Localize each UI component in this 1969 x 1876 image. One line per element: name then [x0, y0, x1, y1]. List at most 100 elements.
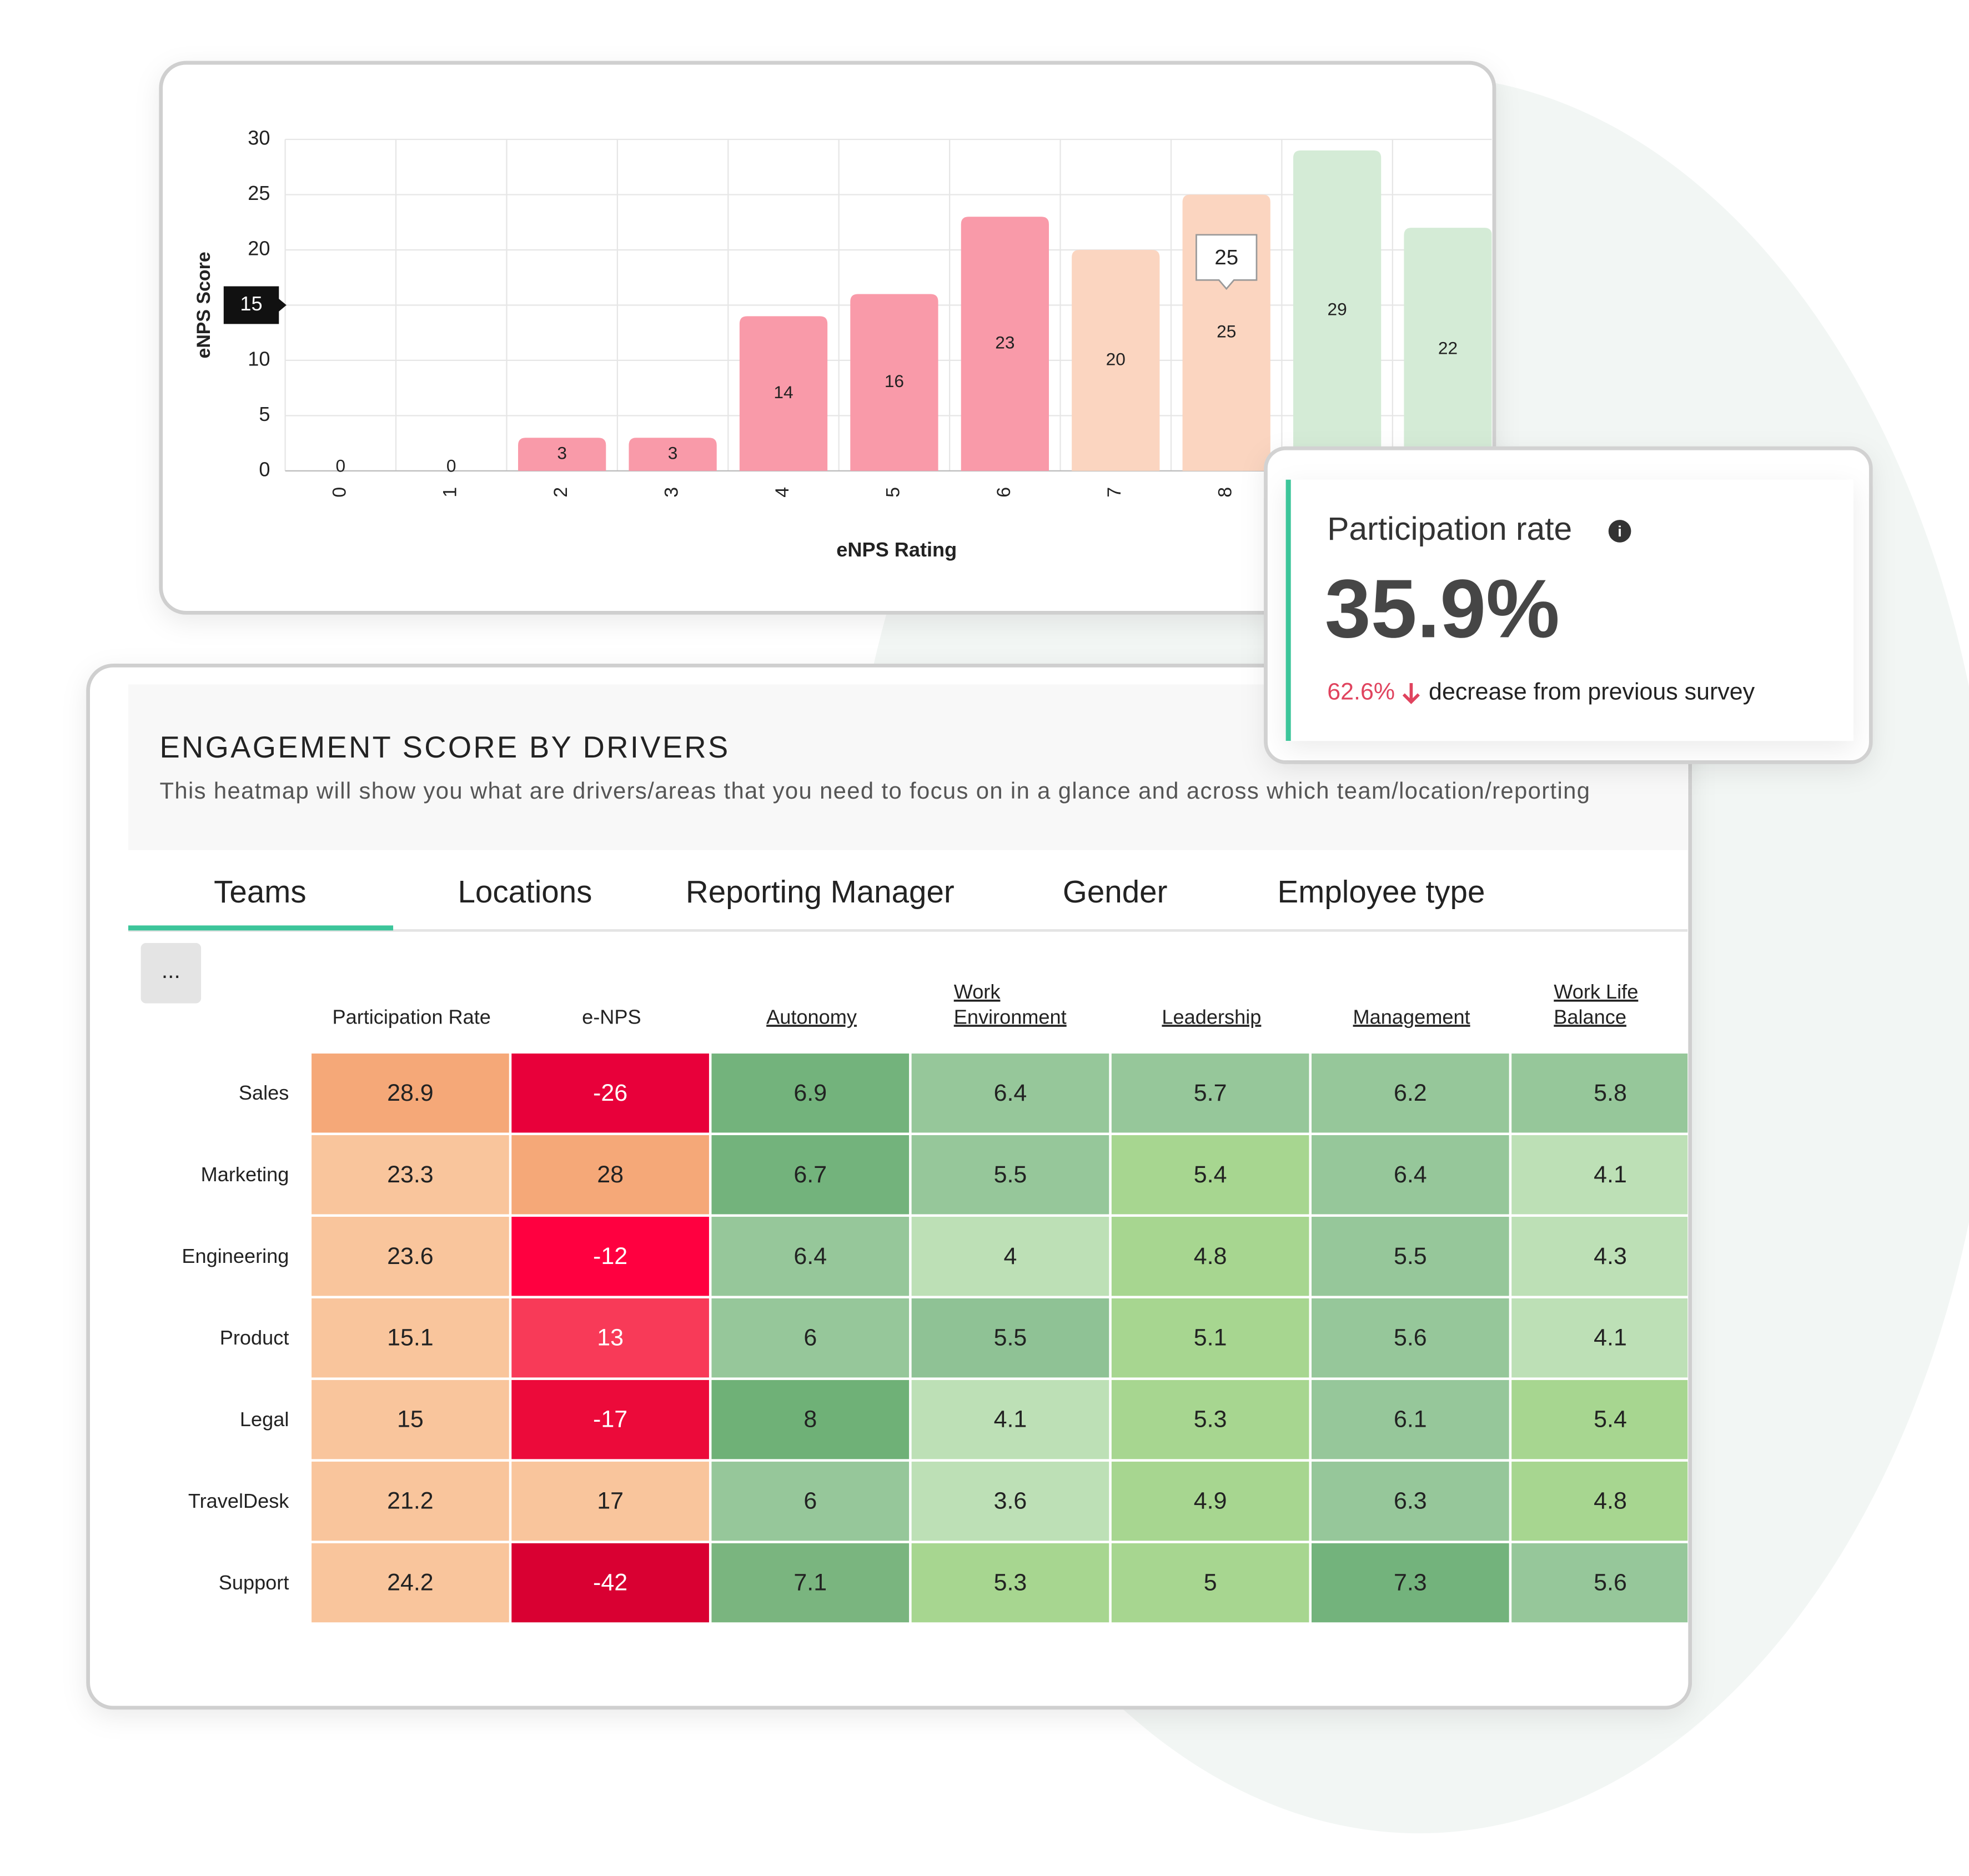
heatmap-value: 6.7	[793, 1161, 827, 1188]
heatmap-value: -17	[593, 1406, 627, 1433]
heatmap-cell	[312, 1135, 509, 1215]
row-label: Marketing	[201, 1163, 289, 1186]
y-tick-label: 10	[248, 347, 270, 370]
heatmap-value: 23.6	[387, 1243, 434, 1270]
column-header: e-NPS	[582, 1005, 641, 1028]
row-label: Support	[219, 1571, 289, 1594]
row-label: TravelDesk	[188, 1489, 289, 1512]
heatmap-cell	[312, 1461, 509, 1541]
heatmap-cell	[1312, 1216, 1509, 1296]
more-button[interactable]	[140, 943, 202, 1004]
data-label: 22	[1438, 338, 1458, 358]
heatmap-cell	[911, 1135, 1109, 1215]
heatmap-value: 4.1	[1594, 1161, 1627, 1188]
heatmap-cell	[511, 1054, 709, 1133]
heatmap-cell	[711, 1543, 910, 1623]
heatmap-cell	[711, 1054, 910, 1133]
heatmap-value: 6.4	[994, 1080, 1027, 1106]
heatmap-cell	[1312, 1054, 1509, 1133]
heatmap-value: 5.4	[1594, 1406, 1627, 1433]
y-tick-label: 0	[259, 458, 270, 480]
tooltip	[1196, 234, 1258, 290]
heatmap-cell	[1111, 1380, 1309, 1459]
column-header[interactable]: Work	[954, 980, 1001, 1003]
data-label: 20	[1106, 349, 1126, 369]
row-label: Sales	[239, 1081, 289, 1104]
heatmap-value: -26	[593, 1080, 627, 1106]
heatmap-cell	[1111, 1461, 1309, 1541]
participation-change-text: decrease from previous survey	[1429, 678, 1755, 705]
heatmap-cell	[511, 1135, 709, 1215]
heatmap-value: 4	[1004, 1243, 1017, 1270]
row-label: Product	[220, 1326, 289, 1349]
heatmap-value: 5.3	[1194, 1406, 1227, 1433]
heatmap-grid: Teams Locations Reporting Manager Gender Emp…	[182, 874, 1688, 1623]
tab[interactable]: Employee type	[1278, 874, 1485, 909]
heatmap-cell	[711, 1135, 910, 1215]
heatmap-value: 5.5	[994, 1161, 1027, 1188]
column-header[interactable]: Leadership	[1162, 1005, 1261, 1028]
heatmap-cell	[1312, 1380, 1509, 1459]
tab[interactable]: Teams	[214, 874, 306, 909]
heatmap-cell	[1511, 1543, 1688, 1623]
data-label: 16	[885, 371, 904, 391]
heatmap-value: 6	[803, 1325, 817, 1351]
y-tick-label: 20	[248, 237, 270, 259]
heatmap-cell	[511, 1216, 709, 1296]
column-header[interactable]: Work Life	[1554, 980, 1638, 1003]
heatmap-cell	[1511, 1461, 1688, 1541]
tab[interactable]: Reporting Manager	[686, 874, 955, 909]
column-header[interactable]: Management	[1353, 1005, 1470, 1028]
heatmap-value: -42	[593, 1569, 627, 1596]
info-icon-glyph: i	[1618, 523, 1622, 540]
column-header[interactable]: Balance	[1554, 1005, 1626, 1028]
heatmap-title: ENGAGEMENT SCORE BY DRIVERS	[159, 731, 730, 764]
heatmap-value: 6	[803, 1488, 817, 1514]
row-label: Engineering	[182, 1245, 289, 1267]
heatmap-value: 28.9	[387, 1080, 434, 1106]
column-header[interactable]: Environment	[954, 1005, 1067, 1028]
tab[interactable]: Gender	[1063, 874, 1168, 909]
more-button-label[interactable]: ...	[162, 957, 180, 983]
heatmap-cell	[911, 1216, 1109, 1296]
heatmap-value: 8	[803, 1406, 817, 1433]
heatmap-cell	[1312, 1543, 1509, 1623]
heatmap-cell	[911, 1054, 1109, 1133]
heatmap-value: 5.1	[1194, 1325, 1227, 1351]
y-tick-label: 15	[240, 292, 262, 315]
heatmap-value: 13	[597, 1325, 624, 1351]
heatmap-value: 6.2	[1394, 1080, 1427, 1106]
heatmap-value: 6.1	[1394, 1406, 1427, 1433]
heatmap-cell	[1511, 1135, 1688, 1215]
x-tick-label: 4	[772, 487, 793, 498]
heatmap-cell	[1111, 1216, 1309, 1296]
participation-title: Participation rate	[1327, 511, 1572, 547]
heatmap-value: 5.5	[994, 1325, 1027, 1351]
heatmap-cell	[312, 1380, 509, 1459]
heatmap-value: 4.8	[1594, 1488, 1627, 1514]
data-label: 0	[336, 455, 346, 475]
participation-value: 35.9%	[1325, 562, 1560, 655]
tab[interactable]: Locations	[458, 874, 592, 909]
heatmap-cell	[1312, 1135, 1509, 1215]
data-label: 14	[773, 382, 793, 402]
heatmap-value: 15	[397, 1406, 424, 1433]
decrease-arrow	[1402, 683, 1420, 704]
heatmap-value: 5.4	[1194, 1161, 1227, 1188]
heatmap-value: 23.3	[387, 1161, 434, 1188]
info-icon[interactable]	[1608, 520, 1631, 543]
heatmap-value: 5.3	[994, 1569, 1027, 1596]
heatmap-cell	[911, 1298, 1109, 1378]
bar	[961, 217, 1049, 471]
heatmap-value: 5	[1204, 1569, 1217, 1596]
column-header[interactable]: Autonomy	[766, 1005, 857, 1028]
tooltip-value: 25	[1214, 245, 1238, 269]
heatmap-cell	[511, 1380, 709, 1459]
heatmap-cell	[511, 1461, 709, 1541]
x-tick-label: 2	[550, 487, 571, 498]
bar	[629, 438, 717, 471]
data-label: 23	[995, 332, 1014, 352]
heatmap-value: 4.8	[1194, 1243, 1227, 1270]
participation-change: 62.6%	[1327, 678, 1395, 705]
